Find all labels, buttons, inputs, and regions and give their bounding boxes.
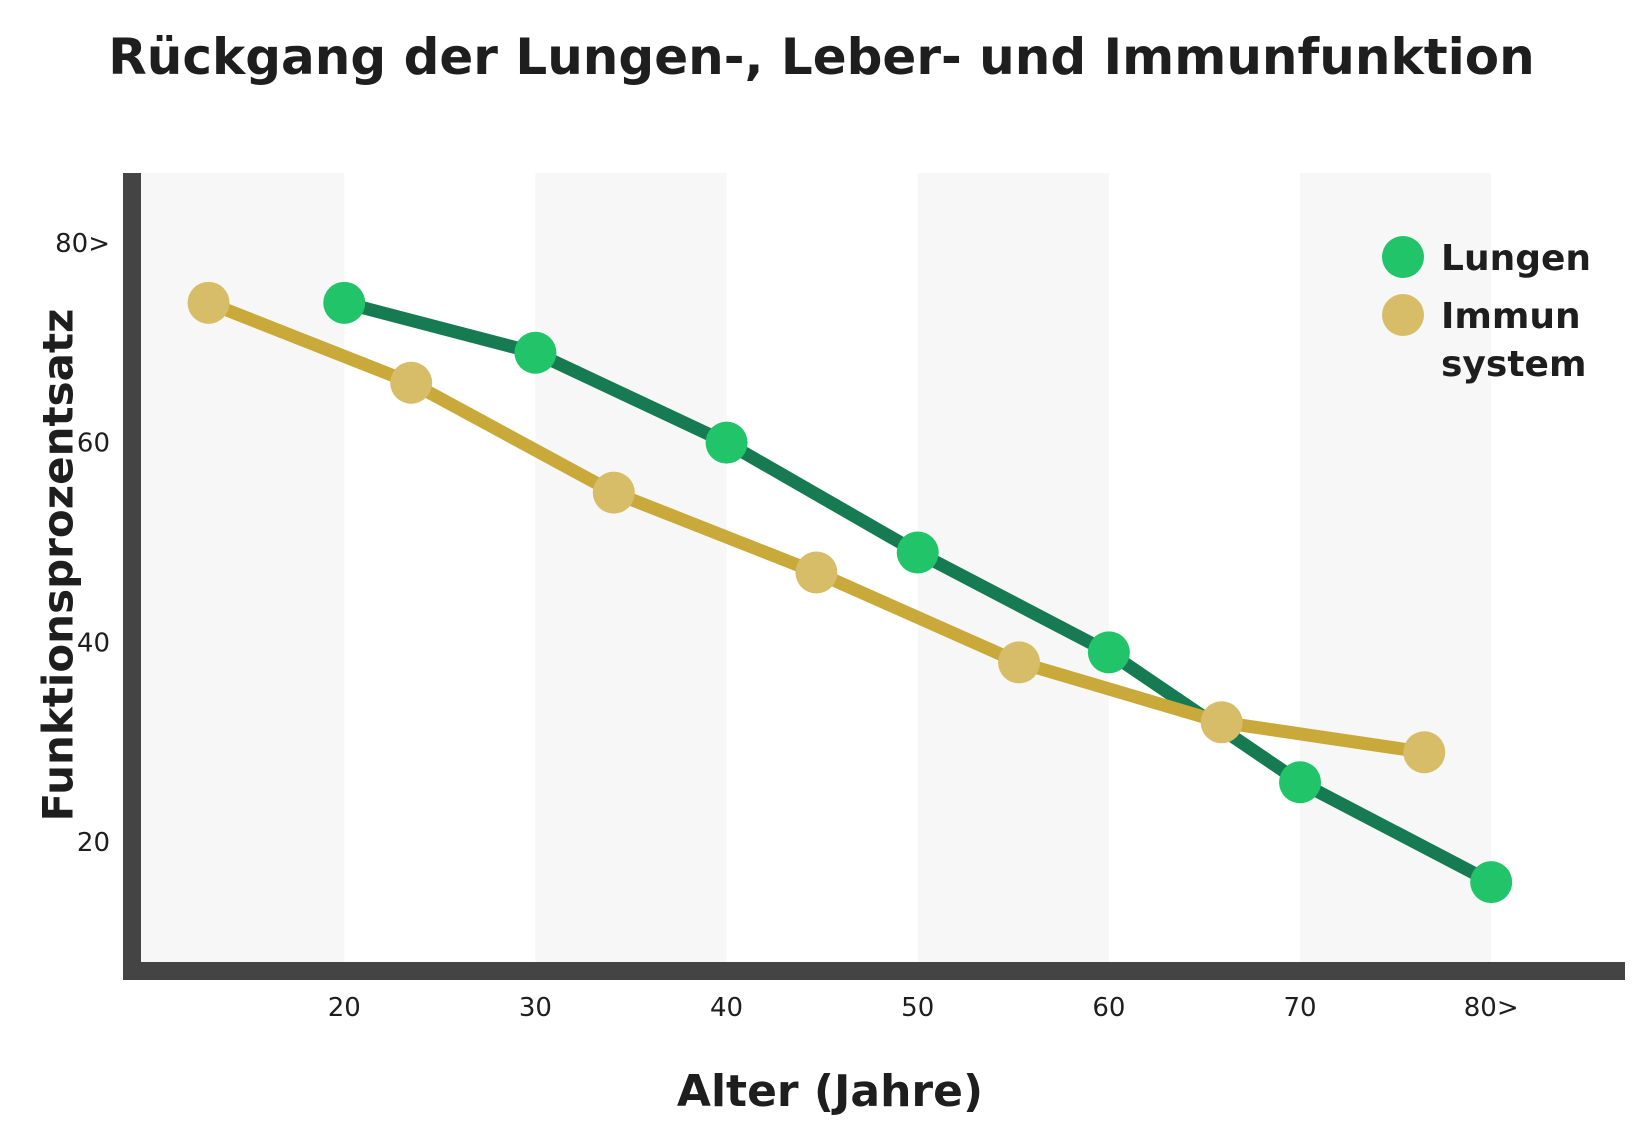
legend-label-1-1: system bbox=[1441, 344, 1586, 385]
data-point-0-0 bbox=[323, 281, 366, 324]
legend-label-0-0: Lungen bbox=[1441, 238, 1591, 279]
data-point-0-4 bbox=[1087, 631, 1130, 674]
x-tick-label-1: 30 bbox=[519, 993, 552, 1023]
legend-marker-1 bbox=[1382, 294, 1424, 336]
x-axis-line bbox=[123, 962, 1625, 980]
data-point-0-3 bbox=[896, 531, 939, 574]
x-axis-label: Alter (Jahre) bbox=[676, 1066, 984, 1117]
x-tick-label-4: 60 bbox=[1092, 993, 1125, 1023]
x-tick-label-6: 80> bbox=[1464, 993, 1519, 1023]
shaded-band-1 bbox=[535, 173, 727, 962]
data-point-1-4 bbox=[998, 641, 1041, 684]
x-tick-label-3: 50 bbox=[901, 993, 934, 1023]
data-point-1-2 bbox=[592, 471, 635, 514]
chart-title: Rückgang der Lungen-, Leber- und Immunfu… bbox=[108, 28, 1535, 86]
data-point-0-2 bbox=[705, 421, 748, 464]
y-tick-label-3: 80> bbox=[55, 229, 110, 259]
x-tick-label-0: 20 bbox=[328, 993, 361, 1023]
data-point-0-1 bbox=[514, 331, 557, 374]
x-tick-label-2: 40 bbox=[710, 993, 743, 1023]
y-tick-label-0: 20 bbox=[77, 828, 110, 858]
y-axis-line bbox=[123, 173, 141, 978]
legend-label-1-0: Immun bbox=[1441, 296, 1581, 337]
series-line-1 bbox=[202, 296, 1431, 759]
data-point-1-3 bbox=[795, 551, 838, 594]
data-point-0-6 bbox=[1470, 861, 1513, 904]
data-point-1-1 bbox=[390, 361, 433, 404]
shaded-band-3 bbox=[1300, 173, 1492, 962]
data-point-0-5 bbox=[1279, 761, 1322, 804]
data-point-1-5 bbox=[1200, 701, 1243, 744]
data-point-1-6 bbox=[1403, 731, 1446, 774]
y-tick-label-2: 60 bbox=[77, 429, 110, 459]
legend-marker-0 bbox=[1382, 236, 1424, 278]
data-point-1-0 bbox=[187, 281, 230, 324]
y-tick-label-1: 40 bbox=[77, 628, 110, 658]
x-tick-label-5: 70 bbox=[1283, 993, 1316, 1023]
shaded-band-0 bbox=[134, 173, 345, 962]
